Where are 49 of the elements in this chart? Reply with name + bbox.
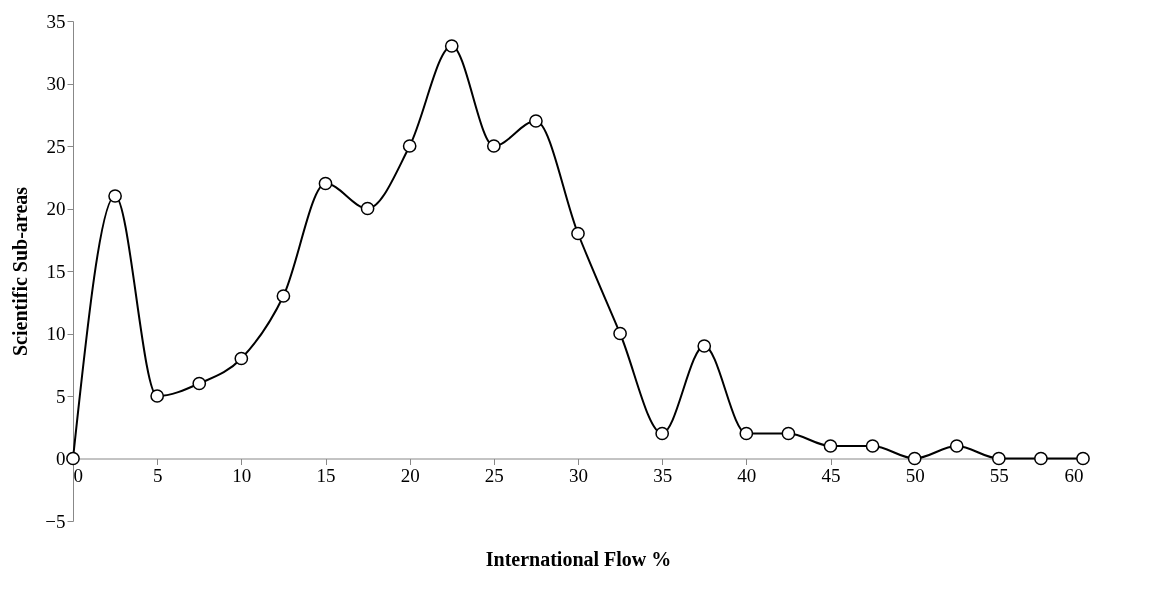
point	[108, 189, 122, 203]
y-tick-label: 0	[56, 448, 66, 469]
x-tick-label: 35	[653, 465, 673, 486]
y-tick-label: 25	[46, 135, 66, 157]
point	[865, 439, 880, 453]
point	[1034, 451, 1048, 466]
x-tick-label: 45	[821, 465, 841, 486]
point	[486, 139, 501, 153]
x-axis-title: International Flow %	[485, 547, 672, 570]
y-tick-label: 5	[56, 385, 66, 407]
point	[444, 39, 459, 53]
x-tick-label: 50	[905, 465, 925, 486]
point	[529, 114, 543, 128]
x-tick-label: 40	[737, 465, 757, 486]
point	[949, 439, 964, 453]
point	[655, 426, 670, 441]
point	[276, 289, 291, 303]
point	[823, 439, 838, 453]
point	[1076, 451, 1090, 466]
point	[613, 326, 627, 341]
point	[234, 351, 249, 366]
y-tick-label: 10	[46, 323, 66, 344]
x-tick-label: 15	[316, 465, 336, 486]
x-tick-label: 55	[989, 465, 1009, 486]
point	[192, 376, 207, 391]
point	[402, 139, 417, 153]
y-axis-title: Scientific Sub-areas	[9, 186, 32, 357]
y-tick-label: −5	[45, 510, 66, 532]
x-tick-label: 60	[1064, 465, 1084, 486]
x-tick-label: 5	[152, 465, 163, 486]
y-tick-label: 20	[46, 198, 66, 219]
point	[907, 451, 922, 466]
point	[739, 426, 754, 441]
point	[66, 451, 80, 466]
point	[360, 201, 375, 216]
point	[150, 389, 165, 403]
x-tick-label: 10	[232, 465, 252, 486]
point	[318, 176, 333, 191]
x-tick-label: 20	[400, 465, 420, 486]
y-tick-label: 35	[46, 10, 66, 32]
point	[697, 339, 712, 353]
y-tick-label: 15	[46, 260, 66, 282]
x-tick-label: 25	[484, 465, 504, 486]
x-tick-label: 0	[73, 465, 83, 486]
y-tick-label: 30	[46, 73, 66, 94]
x-tick-label: 30	[569, 465, 588, 486]
point	[991, 451, 1006, 466]
point	[781, 426, 796, 441]
point	[571, 226, 585, 241]
